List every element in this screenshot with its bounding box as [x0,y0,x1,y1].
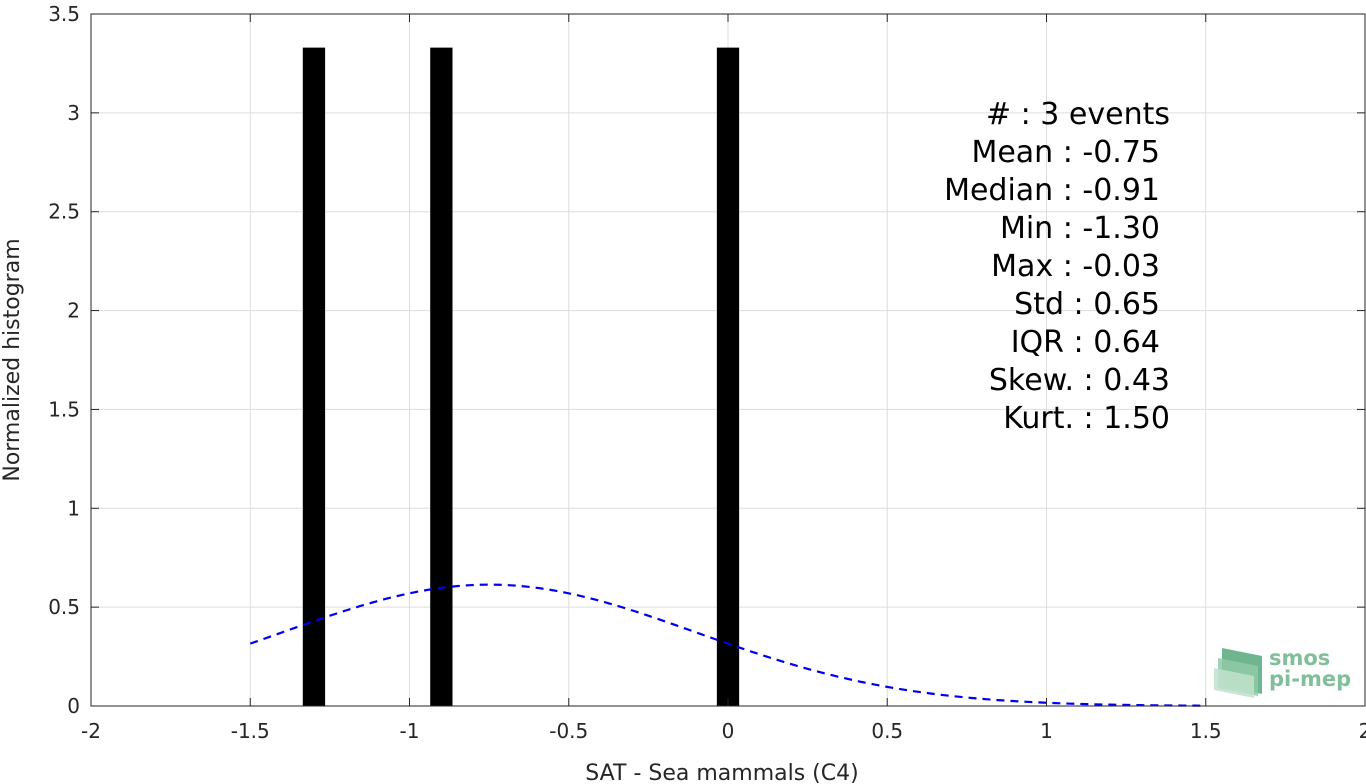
stat-median: Median : -0.91 [944,173,1160,208]
y-tick-label: 0 [67,694,80,718]
ticks [90,13,1366,707]
stat-min: Min : -1.30 [1000,211,1160,246]
x-tick-labels: -2 -1.5 -1 -0.5 0 0.5 1 1.5 2 [81,719,1366,743]
stat-iqr: IQR : 0.64 [1011,325,1160,360]
stat-mean: Mean : -0.75 [971,135,1160,170]
x-tick-label: -1.5 [231,719,270,743]
y-tick-label: 1 [67,496,80,520]
x-tick-label: -0.5 [549,719,588,743]
x-tick-label: 1 [1040,719,1053,743]
histogram-bar [302,47,326,706]
x-tick-label: 2 [1359,719,1366,743]
bars [302,47,740,706]
smos-pimep-logo: smos pi-mep [1214,646,1351,698]
x-tick-label: 1.5 [1190,719,1222,743]
logo-text-line1: smos [1269,646,1330,670]
y-tick-labels: 0 0.5 1 1.5 2 2.5 3 3.5 [48,2,80,718]
x-tick-label: 0 [722,719,735,743]
y-tick-label: 1.5 [48,397,80,421]
x-tick-label: 0.5 [871,719,903,743]
stat-skew: Skew. : 0.43 [989,363,1170,398]
y-tick-label: 3 [67,101,80,125]
y-axis-title: Normalized histogram [0,238,25,481]
x-tick-label: -2 [81,719,101,743]
logo-graphic-icon [1214,648,1262,698]
stat-max: Max : -0.03 [991,249,1160,284]
histogram-bar [430,47,453,706]
y-tick-label: 2.5 [48,200,80,224]
logo-text-line2: pi-mep [1269,667,1351,691]
x-tick-label: -1 [400,719,420,743]
y-tick-label: 3.5 [48,2,80,26]
y-tick-label: 2 [67,299,80,323]
stat-kurt: Kurt. : 1.50 [1003,401,1170,436]
normal-fit-curve [249,583,1206,707]
stat-count: # : 3 events [986,97,1170,132]
x-axis-title: SAT - Sea mammals (C4) [585,761,858,784]
stats-annotation: # : 3 events Mean : -0.75 Median : -0.91… [944,97,1170,436]
stat-std: Std : 0.65 [1014,287,1160,322]
y-tick-label: 0.5 [48,595,80,619]
histogram-bar [716,47,740,706]
